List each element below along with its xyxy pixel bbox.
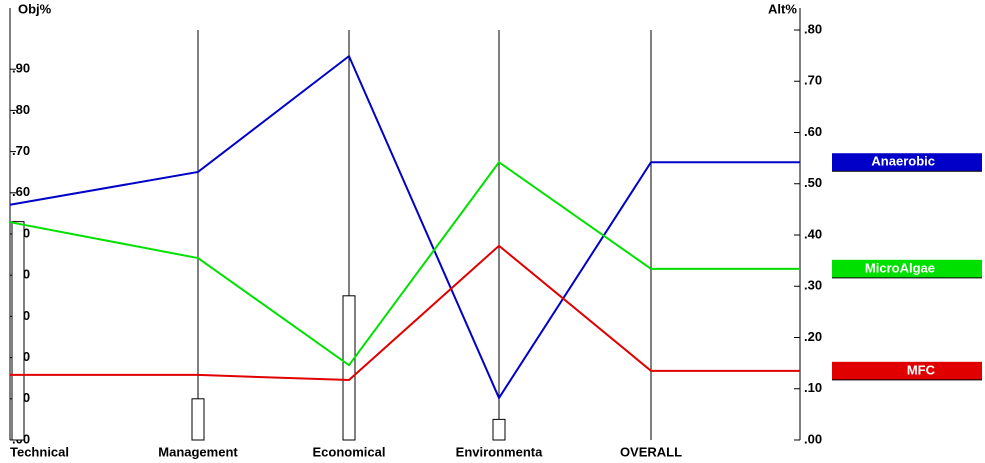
- legend-label: MicroAlgae: [865, 260, 935, 275]
- bar: [343, 296, 355, 440]
- y2-tick-label: .50: [804, 175, 822, 190]
- bar: [493, 419, 505, 440]
- y2-tick-label: .10: [804, 380, 822, 395]
- y2-tick-label: .40: [804, 226, 822, 241]
- left-axis-label: Obj%: [18, 1, 52, 16]
- y-tick-label: .80: [12, 102, 30, 117]
- legend-label: Anaerobic: [871, 154, 935, 169]
- y2-tick-label: .60: [804, 124, 822, 139]
- x-tick-label: OVERALL: [620, 444, 682, 459]
- y2-tick-label: .80: [804, 21, 822, 36]
- y2-tick-label: .70: [804, 73, 822, 88]
- x-tick-label: Management: [158, 444, 238, 459]
- bar: [192, 399, 204, 440]
- y-tick-label: .70: [12, 143, 30, 158]
- y2-tick-label: .20: [804, 329, 822, 344]
- chart: Obj% Alt% .00 .10 .20 .30 .40 .50 .60 .70 .80 .90…: [0, 0, 985, 463]
- series-line: [10, 162, 651, 365]
- right-axis-label: Alt%: [768, 1, 797, 16]
- bar: [12, 222, 24, 440]
- x-tick-label: Environmenta: [456, 444, 543, 459]
- x-tick-label: Economical: [313, 444, 386, 459]
- y-tick-label: .90: [12, 61, 30, 76]
- y-tick-label: .60: [12, 184, 30, 199]
- y2-tick-label: .00: [804, 431, 822, 446]
- series-line: [10, 56, 651, 398]
- legend-label: MFC: [907, 362, 936, 377]
- y2-tick-label: .30: [804, 278, 822, 293]
- x-tick-label: Technical: [10, 444, 69, 459]
